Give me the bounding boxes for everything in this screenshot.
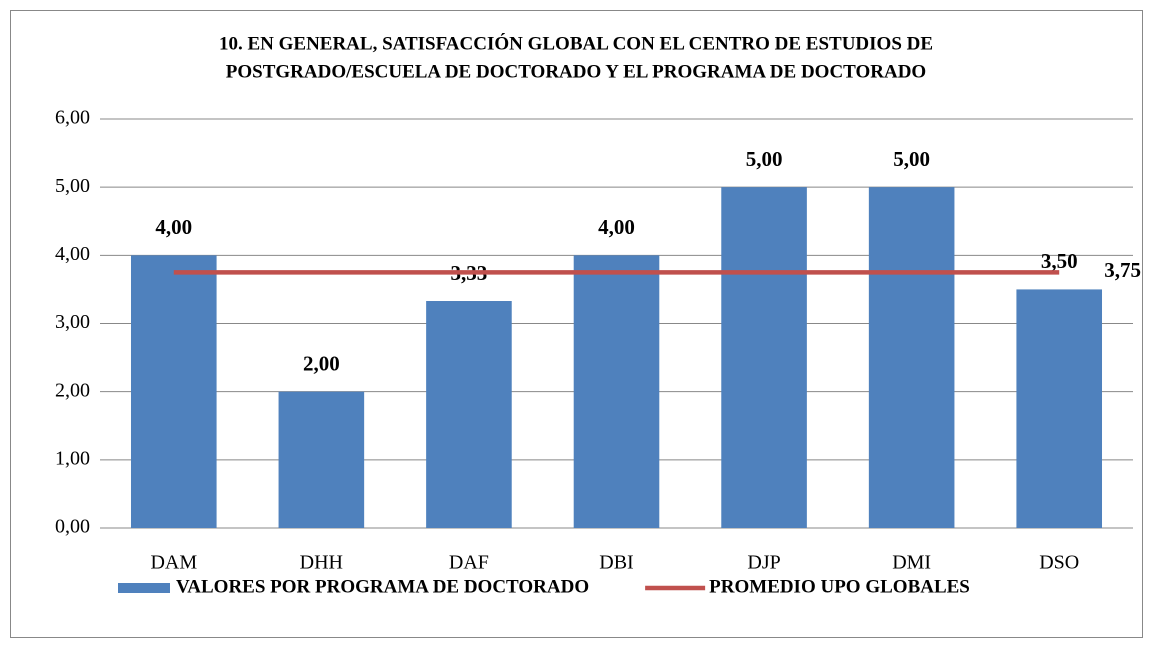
bar — [130, 255, 217, 529]
data-label: 5,00 — [746, 147, 783, 171]
x-tick-label: DMI — [892, 552, 931, 574]
legend-label: VALORES POR PROGRAMA DE DOCTORADO — [176, 576, 589, 597]
data-label: 4,00 — [155, 215, 192, 239]
bar — [868, 187, 955, 528]
data-label: 4,00 — [598, 215, 635, 239]
chart-title: 10. EN GENERAL, SATISFACCIÓN GLOBAL CON … — [219, 32, 933, 54]
bar — [426, 301, 512, 528]
x-tick-label: DJP — [747, 552, 780, 574]
y-tick-label: 1,00 — [55, 447, 90, 469]
data-label: 2,00 — [303, 351, 340, 375]
x-tick-label: DAF — [449, 552, 489, 574]
y-tick-label: 3,00 — [55, 311, 90, 333]
legend-swatch — [118, 583, 170, 593]
bar — [573, 255, 660, 529]
x-tick-label: DHH — [300, 552, 343, 574]
y-tick-label: 6,00 — [55, 107, 90, 129]
x-tick-label: DAM — [150, 552, 197, 574]
bar — [1016, 289, 1103, 528]
chart-title: POSTGRADO/ESCUELA DE DOCTORADO Y EL PROG… — [226, 61, 926, 82]
bar — [721, 187, 807, 528]
x-tick-label: DSO — [1039, 552, 1079, 574]
data-label: 3,75 — [1104, 258, 1141, 282]
x-tick-label: DBI — [599, 552, 633, 574]
bar — [278, 391, 365, 528]
y-tick-label: 0,00 — [55, 516, 90, 538]
data-label: 3,50 — [1041, 249, 1078, 273]
data-label: 5,00 — [893, 147, 930, 171]
y-tick-label: 2,00 — [55, 379, 90, 401]
y-tick-label: 4,00 — [55, 243, 90, 265]
legend-label: PROMEDIO UPO GLOBALES — [709, 576, 970, 597]
y-tick-label: 5,00 — [55, 175, 90, 197]
